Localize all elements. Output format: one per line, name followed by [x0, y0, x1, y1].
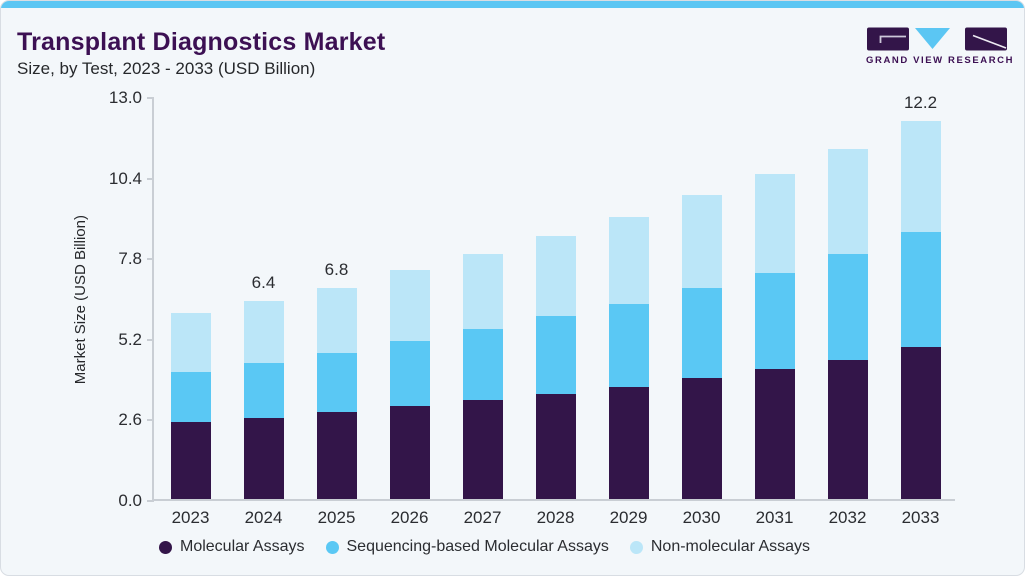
legend-item-molecular-assays: Molecular Assays — [159, 538, 305, 556]
x-tick-label: 2027 — [463, 508, 502, 527]
y-tick-mark — [147, 500, 154, 502]
bar-segment-non-molecular-assays — [900, 120, 941, 233]
bar-segment-molecular-assays — [243, 418, 284, 499]
legend-label: Molecular Assays — [180, 538, 305, 555]
bar-segment-sequencing-based-molecular-assays — [608, 303, 649, 388]
bar-segment-molecular-assays — [754, 368, 795, 499]
gvr-logo-icon — [867, 27, 1007, 51]
bar-segment-non-molecular-assays — [608, 216, 649, 304]
x-tick-label: 2025 — [317, 508, 356, 527]
bar-segment-molecular-assays — [389, 406, 430, 499]
y-axis-title: Market Size (USD Billion) — [71, 214, 89, 385]
bar-segment-sequencing-based-molecular-assays — [316, 353, 357, 413]
page-subtitle: Size, by Test, 2023 - 2033 (USD Billion) — [17, 59, 316, 78]
bar-segment-molecular-assays — [827, 359, 868, 499]
bar-segment-molecular-assays — [535, 393, 576, 499]
bar-segment-molecular-assays — [170, 421, 211, 499]
bar-segment-sequencing-based-molecular-assays — [754, 272, 795, 369]
bar-segment-sequencing-based-molecular-assays — [462, 328, 503, 400]
bar-segment-molecular-assays — [900, 347, 941, 499]
brand-name: GRAND VIEW RESEARCH — [866, 55, 1015, 66]
bar-group-2029 — [608, 216, 649, 499]
x-tick-label: 2024 — [244, 508, 283, 527]
bar-value-label: 6.4 — [251, 272, 276, 292]
bar-segment-non-molecular-assays — [754, 173, 795, 273]
legend-item-sequencing-based-molecular-assays: Sequencing-based Molecular Assays — [325, 538, 609, 556]
bar-value-label: 6.8 — [324, 260, 349, 280]
bar-group-2027 — [462, 254, 503, 499]
bar-segment-molecular-assays — [316, 412, 357, 499]
bar-segment-molecular-assays — [608, 387, 649, 499]
bar-segment-sequencing-based-molecular-assays — [827, 254, 868, 360]
stacked-bar-chart: 0.0 2.6 5.2 7.8 10.4 13.0 2023 2024 6.4 2025 6.8 20… — [109, 88, 955, 527]
y-tick-mark — [147, 258, 154, 261]
bar-group-2032 — [827, 148, 868, 499]
y-tick-mark — [147, 338, 154, 341]
bar-segment-sequencing-based-molecular-assays — [243, 362, 284, 419]
bar-segment-sequencing-based-molecular-assays — [681, 288, 722, 379]
y-tick-label: 7.8 — [118, 249, 142, 269]
y-tick-mark — [147, 419, 154, 422]
bar-segment-non-molecular-assays — [535, 235, 576, 317]
x-tick-label: 2026 — [390, 508, 429, 527]
x-tick-label: 2028 — [536, 508, 575, 527]
bar-segment-molecular-assays — [681, 378, 722, 499]
bar-segment-non-molecular-assays — [827, 148, 868, 255]
bar-segment-molecular-assays — [462, 399, 503, 499]
y-tick-label: 0.0 — [118, 491, 142, 510]
x-tick-label: 2033 — [901, 508, 940, 527]
bar-group-2031 — [754, 173, 795, 499]
y-tick-mark — [147, 97, 154, 99]
y-tick-mark — [147, 177, 154, 180]
legend-dot — [159, 540, 172, 554]
bar-group-2030 — [681, 195, 722, 499]
bar-group-2023 — [170, 313, 211, 499]
page-title: Transplant Diagnostics Market — [17, 28, 386, 56]
bar-segment-sequencing-based-molecular-assays — [900, 232, 941, 348]
bar-group-2024 — [243, 300, 284, 499]
bar-segment-non-molecular-assays — [243, 300, 284, 363]
legend-dot — [629, 540, 643, 554]
bar-segment-non-molecular-assays — [389, 269, 430, 341]
bar-value-label: 12.2 — [903, 92, 938, 112]
y-tick-label: 2.6 — [118, 410, 142, 430]
legend-label: Sequencing-based Molecular Assays — [346, 538, 609, 555]
legend-label: Non-molecular Assays — [650, 538, 811, 555]
bar-segment-non-molecular-assays — [170, 313, 211, 372]
x-tick-label: 2032 — [828, 508, 867, 527]
bar-group-2028 — [535, 235, 576, 499]
y-tick-label: 13.0 — [108, 88, 142, 107]
bar-group-2025 — [316, 288, 357, 499]
bar-segment-non-molecular-assays — [681, 195, 722, 289]
x-tick-label: 2031 — [755, 508, 794, 527]
x-tick-label: 2023 — [171, 508, 210, 527]
x-tick-label: 2030 — [682, 508, 721, 527]
bar-segment-sequencing-based-molecular-assays — [170, 371, 211, 422]
card-top-accent-bar — [1, 1, 1024, 8]
x-tick-label: 2029 — [609, 508, 648, 527]
y-axis-title-wrap: Market Size (USD Billion) — [65, 98, 95, 501]
y-tick-label: 5.2 — [118, 329, 142, 349]
legend-item-non-molecular-assays: Non-molecular Assays — [629, 538, 811, 556]
bar-segment-sequencing-based-molecular-assays — [389, 340, 430, 406]
legend-dot — [325, 540, 339, 554]
bar-segment-sequencing-based-molecular-assays — [535, 316, 576, 394]
bar-segment-non-molecular-assays — [462, 254, 503, 329]
brand-logo: GRAND VIEW RESEARCH — [866, 27, 1015, 66]
y-tick-label: 10.4 — [108, 168, 142, 188]
chart-legend: Molecular Assays Sequencing-based Molecul… — [159, 538, 810, 556]
bar-group-2033 — [900, 120, 941, 499]
bar-segment-non-molecular-assays — [316, 288, 357, 354]
bar-group-2026 — [389, 269, 430, 499]
